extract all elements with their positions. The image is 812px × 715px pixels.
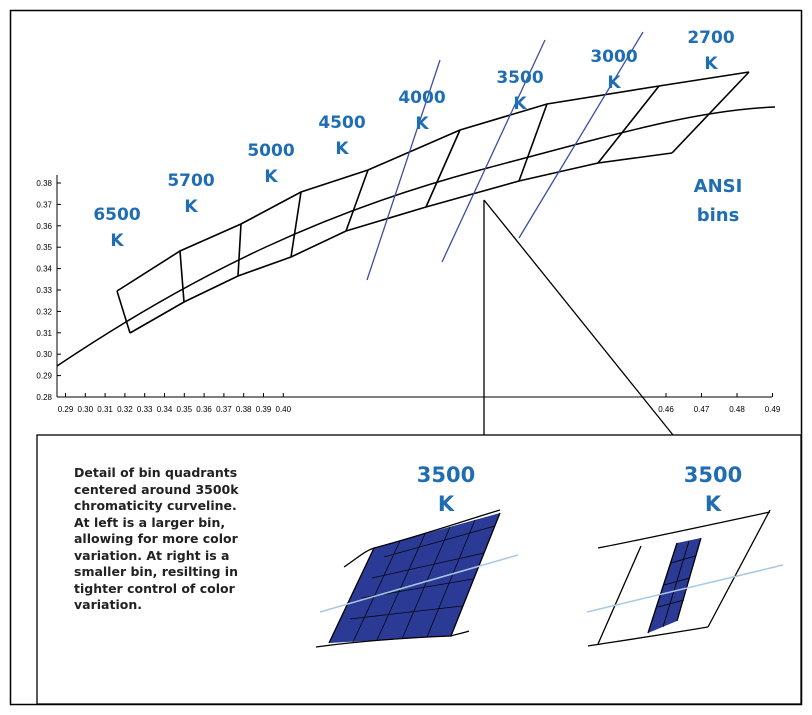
desc-line: centered around 3500k: [74, 481, 239, 497]
desc-line: variation.: [74, 597, 142, 612]
detail-description: Detail of bin quadrants centered around …: [74, 465, 324, 614]
y-tick-label: 0.35: [36, 243, 52, 252]
y-tick-label: 0.38: [36, 179, 52, 188]
small-bin-fill: [648, 538, 701, 633]
y-tick-label: 0.32: [36, 307, 52, 316]
detail-left-num: 3500: [417, 463, 475, 487]
desc-line: tighter control of color: [74, 580, 235, 596]
bin-edge-left: [116, 290, 131, 334]
cct-4000-unit: K: [415, 114, 429, 134]
y-ticks: 0.38 0.37 0.36 0.35 0.34 0.33 0.32 0.31 0.30 0.29…: [36, 179, 61, 402]
cct-3500-unit: K: [513, 94, 527, 114]
x-tick-label: 0.34: [157, 405, 173, 414]
x-tick-label: 0.31: [97, 405, 113, 414]
y-tick-label: 0.29: [36, 372, 52, 381]
small-bin-grid: [657, 540, 696, 628]
y-tick-label: 0.36: [36, 222, 52, 231]
blackbody-curve: [56, 106, 776, 367]
x-tick-label: 0.35: [177, 405, 193, 414]
x-tick-label: 0.39: [256, 405, 272, 414]
x-tick-label: 0.40: [276, 405, 292, 414]
large-bin-detail: [315, 509, 519, 648]
desc-line: allowing for more color: [74, 531, 238, 546]
desc-line: variation. At right is a: [74, 547, 230, 563]
cct-4000-num: 4000: [398, 88, 445, 108]
detail-right-unit: K: [705, 492, 722, 516]
cct-5700-num: 5700: [167, 171, 214, 191]
desc-line: smaller bin, resilting in: [74, 564, 238, 579]
x-tick-label: 0.48: [729, 405, 745, 414]
y-tick-label: 0.37: [36, 200, 52, 209]
y-tick-label: 0.28: [36, 393, 52, 402]
cct-5700-unit: K: [184, 197, 198, 217]
x-tick-label: 0.47: [694, 405, 710, 414]
detail-right-num: 3500: [684, 463, 742, 487]
x-tick-label: 0.46: [658, 405, 674, 414]
large-bin-fill: [329, 513, 500, 643]
x-tick-label: 0.29: [58, 405, 74, 414]
x-tick-label: 0.37: [216, 405, 232, 414]
desc-line: At left is a larger bin,: [74, 514, 226, 530]
y-tick-label: 0.33: [36, 286, 52, 295]
ansi-label-line2: bins: [697, 205, 740, 226]
callout-lines: [483, 199, 674, 436]
ansi-label-line1: ANSI: [694, 176, 743, 197]
cct-3000-num: 3000: [590, 47, 637, 67]
bin-dividers: [179, 85, 660, 303]
cct-6500-num: 6500: [93, 205, 140, 225]
x-tick-label: 0.38: [236, 405, 252, 414]
cct-labels: 6500 K 5700 K 5000 K 4500 K 4000 K 3500 …: [93, 28, 734, 251]
x-tick-label: 0.33: [137, 405, 153, 414]
cct-2700-unit: K: [704, 54, 718, 74]
desc-line: Detail of bin quadrants: [74, 465, 238, 480]
x-tick-label: 0.49: [765, 405, 781, 414]
x-tick-label: 0.32: [117, 405, 133, 414]
y-tick-label: 0.34: [36, 265, 52, 274]
curve-light-left: [319, 554, 519, 613]
x-ticks: 0.29 0.30 0.31 0.32 0.33 0.34 0.35 0.36 0.37 0.38…: [58, 393, 781, 414]
cct-4500-unit: K: [335, 139, 349, 159]
detail-left-unit: K: [438, 492, 455, 516]
cct-3000-unit: K: [607, 73, 621, 93]
cct-2700-num: 2700: [687, 28, 734, 48]
cct-lines: [366, 31, 644, 281]
bin-edge-right: [671, 71, 750, 154]
y-tick-label: 0.31: [36, 329, 52, 338]
x-tick-label: 0.36: [196, 405, 212, 414]
small-bin-detail: [586, 509, 784, 647]
cct-6500-unit: K: [110, 231, 124, 251]
cct-5000-unit: K: [264, 167, 278, 187]
cct-5000-num: 5000: [247, 141, 294, 161]
cct-3500-num: 3500: [496, 68, 543, 88]
curve-light-right: [586, 564, 784, 613]
cct-4500-num: 4500: [318, 113, 365, 133]
desc-line: chromaticity curveline.: [74, 498, 237, 513]
x-tick-label: 0.30: [78, 405, 94, 414]
y-tick-label: 0.30: [36, 350, 52, 359]
